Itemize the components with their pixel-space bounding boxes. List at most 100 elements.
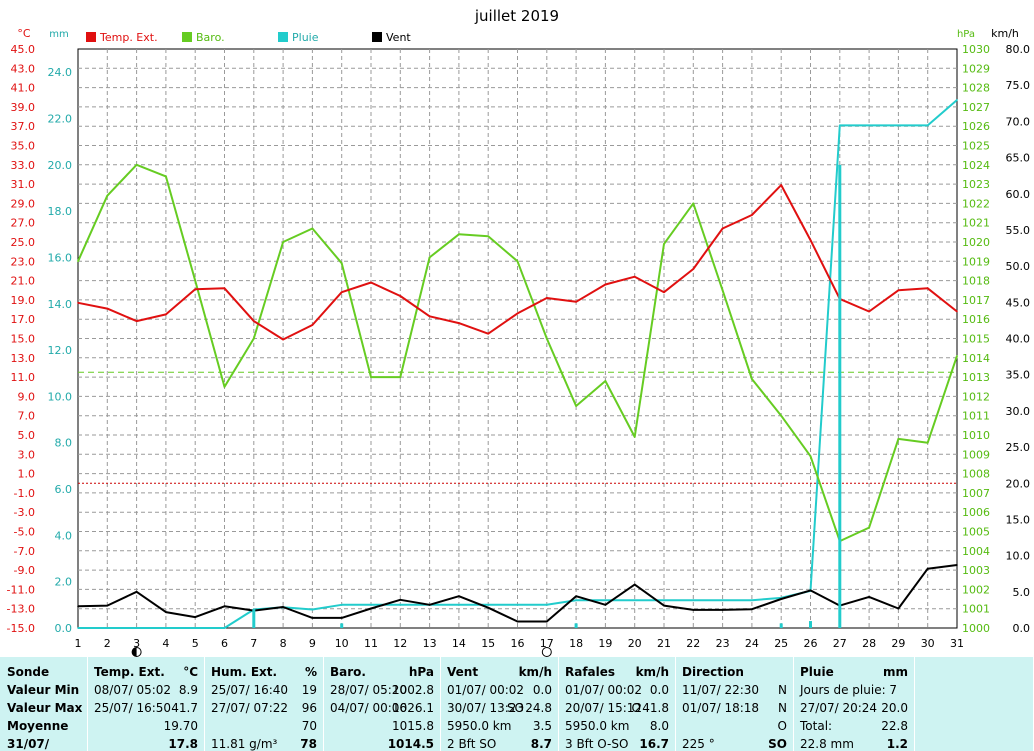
table-col-title: Hum. Ext. <box>211 665 278 679</box>
rain-spike <box>779 623 783 628</box>
data-point-rain <box>340 604 343 606</box>
data-point-wind <box>77 605 79 608</box>
x-tick-label: 20 <box>628 637 642 650</box>
data-point-rain <box>135 627 138 629</box>
rain-tick-label: 20.0 <box>48 159 73 172</box>
data-point-baro <box>897 438 900 440</box>
wind-tick-label: 5.0 <box>1013 586 1031 599</box>
x-tick-label: 19 <box>598 637 612 650</box>
data-point-temp <box>311 324 314 326</box>
legend: Temp. Ext. Baro. Pluie Vent <box>86 31 411 44</box>
data-point-baro <box>370 376 372 378</box>
data-point-wind <box>663 604 665 607</box>
table-cell-when: 27/07/ 07:22 <box>211 701 289 715</box>
table-col-vent: Vent km/h 01/07/ 00:02 0.0 30/07/ 13:23 SO 24.… <box>441 657 559 751</box>
table-cell-value: 8.9 <box>178 683 198 697</box>
data-point-baro <box>692 202 695 205</box>
temp-tick-label: -3.0 <box>14 506 35 519</box>
table-cell-when: 30/07/ 13:23 <box>447 701 525 715</box>
baro-tick-label: 1007 <box>962 487 990 500</box>
data-point-wind <box>897 607 900 610</box>
table-col-unit: mm <box>882 665 908 679</box>
baro-tick-label: 1017 <box>962 294 990 307</box>
row-label: Sonde <box>7 665 50 679</box>
temp-tick-label: -1.0 <box>14 487 35 500</box>
baro-tick-label: 1027 <box>962 101 990 114</box>
data-point-wind <box>194 616 196 618</box>
table-cell-value: 22.8 <box>881 719 908 733</box>
table-cell-value: 8.7 <box>530 737 552 751</box>
table-cell-value: 41.7 <box>171 701 198 715</box>
data-point-baro <box>223 385 226 388</box>
wind-tick-label: 15.0 <box>1006 513 1031 526</box>
temp-tick-label: -11.0 <box>7 583 35 596</box>
data-point-wind <box>692 609 695 611</box>
temp-tick-label: 3.0 <box>18 448 36 461</box>
temp-tick-label: -7.0 <box>14 545 35 558</box>
data-point-wind <box>340 617 343 619</box>
x-tick-label: 3 <box>133 637 140 650</box>
rain-spike <box>838 164 842 629</box>
table-cell-when: 01/07/ 00:02 <box>565 683 643 697</box>
table-col-labels: Sonde Valeur Min Valeur Max Moyenne 31/07/ <box>0 657 88 751</box>
data-point-wind <box>370 607 372 610</box>
data-point-baro <box>311 227 314 230</box>
moon-full-icon <box>541 647 552 657</box>
data-point-wind <box>458 595 460 597</box>
data-point-baro <box>633 436 636 438</box>
temp-tick-label: 9.0 <box>18 390 36 403</box>
table-cell-value: 3.5 <box>532 719 552 733</box>
grid <box>77 48 958 629</box>
temp-tick-label: 7.0 <box>18 410 36 423</box>
table-cell-value: 0.0 <box>532 683 552 697</box>
baro-unit-label: hPa <box>957 29 975 40</box>
temp-tick-label: 29.0 <box>11 197 36 210</box>
data-point-baro <box>516 260 519 263</box>
temp-tick-label: 39.0 <box>11 101 36 114</box>
data-point-baro <box>604 380 607 382</box>
wind-tick-label: 10.0 <box>1006 550 1031 563</box>
table-cell-when: 3 Bft O-SO <box>565 737 629 751</box>
table-col-pluie: Pluie mm Jours de pluie: 7 27/07/ 20:24 20.0… <box>794 657 915 751</box>
baro-tick-label: 1023 <box>962 178 990 191</box>
data-point-wind <box>428 604 431 606</box>
table-cell-dir: SO <box>506 701 524 715</box>
weather-chart: juillet 2019 °C mm hPa km/h Temp. Ext. B… <box>7 7 1031 657</box>
table-cell-value: 0.0 <box>649 683 669 697</box>
legend-label-temp: Temp. Ext. <box>99 31 158 44</box>
rain-tick-label: 6.0 <box>55 483 73 496</box>
data-point-rain <box>663 599 665 602</box>
rain-tick-label: 14.0 <box>48 298 73 311</box>
temp-tick-label: 35.0 <box>11 140 36 153</box>
data-point-temp <box>487 332 490 335</box>
legend-swatch-rain <box>278 32 288 42</box>
rain-tick-label: 22.0 <box>48 112 73 125</box>
x-tick-label: 7 <box>250 637 257 650</box>
temp-tick-label: 37.0 <box>11 120 36 133</box>
table-col-unit: km/h <box>518 665 552 679</box>
x-tick-label: 29 <box>891 637 905 650</box>
data-point-wind <box>633 583 636 586</box>
data-point-wind <box>106 604 109 607</box>
wind-tick-label: 35.0 <box>1006 369 1031 382</box>
data-point-rain <box>223 627 226 629</box>
table-cell-when: 04/07/ 00:06 <box>330 701 408 715</box>
data-point-temp <box>223 287 226 290</box>
row-label: 31/07/ <box>7 737 50 751</box>
data-point-rain <box>926 124 929 127</box>
wind-unit-label: km/h <box>991 27 1019 40</box>
baro-tick-label: 1010 <box>962 429 990 442</box>
temp-tick-label: 41.0 <box>11 82 36 95</box>
x-tick-label: 8 <box>280 637 287 650</box>
table-col-title: Direction <box>682 665 744 679</box>
temp-tick-label: 5.0 <box>18 429 36 442</box>
data-point-temp <box>370 281 372 284</box>
data-point-wind <box>399 598 402 601</box>
data-point-temp <box>751 214 753 216</box>
data-point-baro <box>165 175 167 178</box>
x-tick-label: 21 <box>657 637 671 650</box>
data-point-temp <box>165 313 167 316</box>
table-col-title: Temp. Ext. <box>94 665 165 679</box>
temp-tick-label: -5.0 <box>14 526 35 539</box>
table-cell-value: 1026.1 <box>392 701 434 715</box>
